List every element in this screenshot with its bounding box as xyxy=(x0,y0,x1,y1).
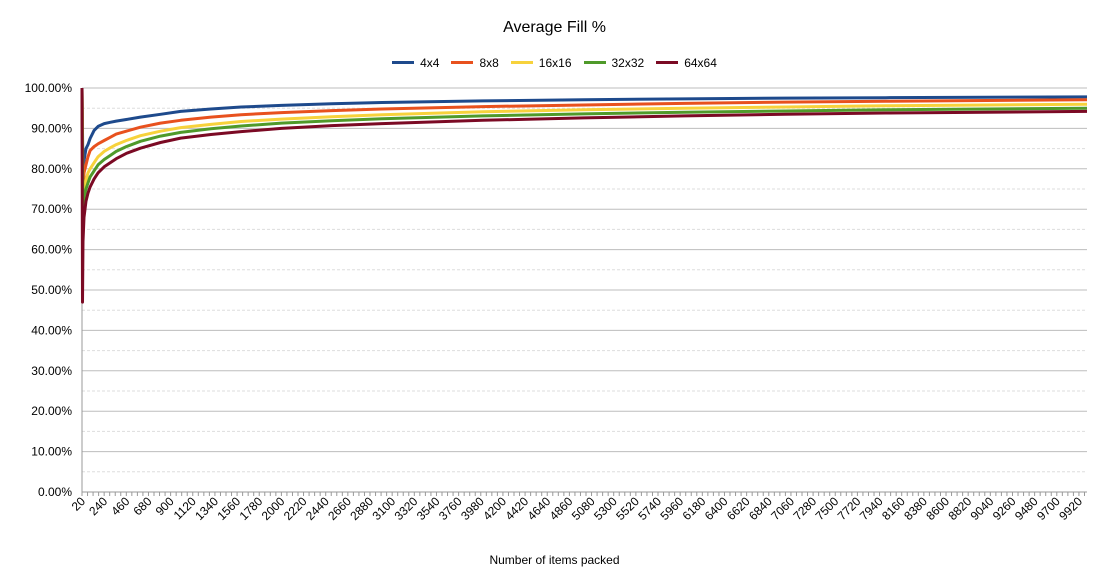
legend-label: 16x16 xyxy=(538,56,572,70)
legend-swatch xyxy=(451,61,474,65)
x-tick-label: 3760 xyxy=(436,494,465,523)
x-tick-label: 3540 xyxy=(414,494,443,523)
legend-swatch xyxy=(510,61,533,65)
legend-item-32x32: 32x32 xyxy=(583,56,645,70)
legend-label: 8x8 xyxy=(479,56,499,70)
legend-swatch xyxy=(583,61,606,65)
legend-item-16x16: 16x16 xyxy=(510,56,572,70)
x-tick-label: 7060 xyxy=(768,494,797,523)
series-line-4x4 xyxy=(80,87,1088,179)
x-tick-label: 5740 xyxy=(635,494,664,523)
x-tick-label: 1780 xyxy=(237,494,266,523)
x-tick-label: 9260 xyxy=(990,494,1019,523)
legend-swatch xyxy=(656,61,679,65)
y-tick-label: 90.00% xyxy=(31,121,72,135)
x-tick-label: 7500 xyxy=(813,494,842,523)
x-tick-label: 2880 xyxy=(347,494,376,523)
x-tick-label: 1560 xyxy=(214,494,243,523)
x-tick-label: 5520 xyxy=(613,494,642,523)
series-line-8x8 xyxy=(80,87,1088,203)
y-tick-label: 40.00% xyxy=(31,323,72,337)
y-tick-label: 20.00% xyxy=(31,404,72,418)
x-tick-label: 2220 xyxy=(281,494,310,523)
x-tick-label: 7720 xyxy=(835,494,864,523)
x-tick-label: 5300 xyxy=(591,494,620,523)
x-tick-label: 7940 xyxy=(857,494,886,523)
x-tick-label: 6180 xyxy=(680,494,709,523)
y-tick-label: 100.00% xyxy=(25,81,73,95)
x-tick-label: 3320 xyxy=(392,494,421,523)
x-tick-label: 2000 xyxy=(259,494,288,523)
y-tick-label: 0.00% xyxy=(38,485,72,499)
x-tick-label: 2440 xyxy=(303,494,332,523)
x-tick-label: 4860 xyxy=(547,494,576,523)
legend-label: 32x32 xyxy=(611,56,645,70)
legend: 4x4 8x8 16x16 32x32 64x64 xyxy=(0,56,1109,70)
legend-label: 64x64 xyxy=(684,56,717,70)
x-tick-label: 460 xyxy=(108,494,132,518)
x-tick-label: 6400 xyxy=(702,494,731,523)
series-line-64x64 xyxy=(80,87,1088,304)
x-tick-label: 6620 xyxy=(724,494,753,523)
legend-item-64x64: 64x64 xyxy=(656,56,717,70)
x-tick-label: 5960 xyxy=(658,494,687,523)
legend-item-4x4: 4x4 xyxy=(392,56,439,70)
x-axis-label: Number of items packed xyxy=(489,553,620,567)
legend-swatch xyxy=(392,61,415,65)
legend-item-8x8: 8x8 xyxy=(451,56,499,70)
x-tick-label: 9040 xyxy=(968,494,997,523)
x-tick-label: 8820 xyxy=(946,494,975,523)
y-tick-label: 70.00% xyxy=(31,202,72,216)
x-tick-label: 1340 xyxy=(192,494,221,523)
series-line-16x16 xyxy=(80,87,1088,211)
x-tick-label: 240 xyxy=(86,494,110,518)
x-tick-label: 5080 xyxy=(569,494,598,523)
x-tick-label: 9700 xyxy=(1034,494,1063,523)
series-line-32x32 xyxy=(80,87,1088,227)
x-tick-label: 8380 xyxy=(901,494,930,523)
x-tick-label: 7280 xyxy=(790,494,819,523)
y-tick-label: 30.00% xyxy=(31,364,72,378)
x-tick-label: 680 xyxy=(131,494,155,518)
chart-title: Average Fill % xyxy=(503,19,606,36)
x-tick-label: 6840 xyxy=(746,494,775,523)
x-tick-label: 3100 xyxy=(370,494,399,523)
x-tick-label: 4420 xyxy=(502,494,531,523)
y-tick-label: 50.00% xyxy=(31,283,72,297)
y-tick-label: 60.00% xyxy=(31,243,72,257)
x-tick-label: 4640 xyxy=(525,494,554,523)
x-tick-label: 1120 xyxy=(171,494,199,522)
x-tick-label: 9920 xyxy=(1056,494,1085,523)
legend-label: 4x4 xyxy=(420,56,440,70)
y-tick-label: 80.00% xyxy=(31,162,72,176)
y-tick-label: 10.00% xyxy=(31,445,72,459)
x-tick-label: 3980 xyxy=(458,494,487,523)
x-tick-label: 4200 xyxy=(480,494,509,523)
x-tick-label: 8160 xyxy=(879,494,908,523)
x-tick-label: 2660 xyxy=(325,494,354,523)
x-tick-label: 8600 xyxy=(923,494,952,523)
x-tick-label: 9480 xyxy=(1012,494,1041,523)
